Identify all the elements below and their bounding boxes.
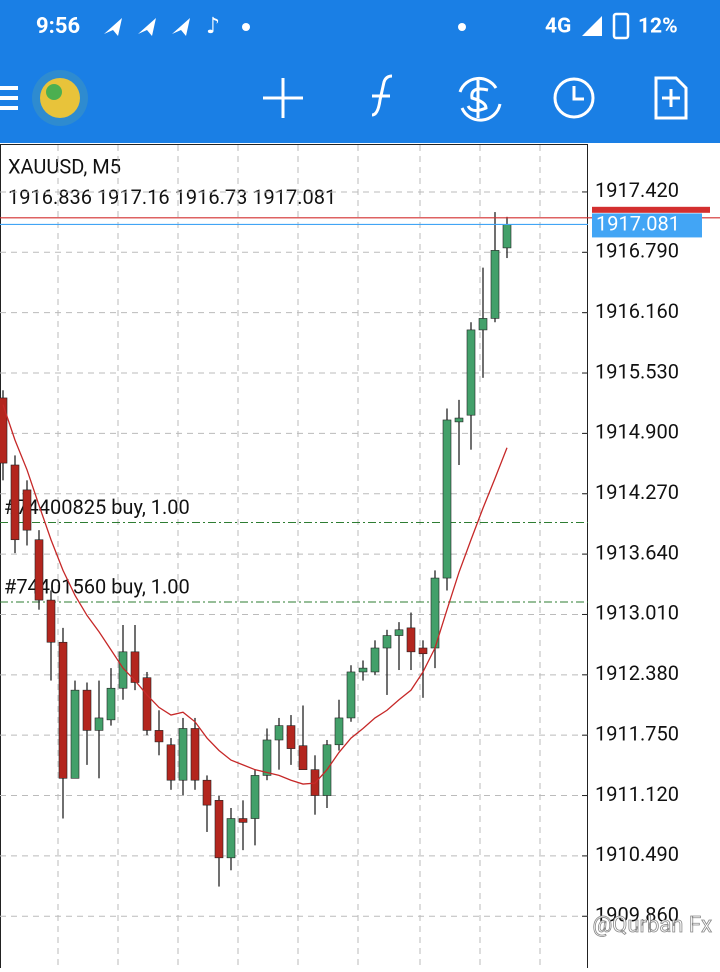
candle-body — [262, 739, 272, 776]
y-tick-label: 1912.380 — [595, 661, 679, 685]
candle-body — [502, 224, 512, 249]
y-tick-label: 1910.490 — [595, 842, 679, 866]
y-tick-label: 1911.120 — [595, 782, 679, 806]
network-type: 4G — [545, 15, 571, 39]
y-tick-label: 1916.160 — [595, 299, 679, 323]
y-tick-label: 1914.900 — [595, 420, 679, 444]
y-tick-label: 1913.010 — [595, 601, 679, 625]
candle-body — [298, 745, 308, 770]
candle-body — [442, 419, 452, 579]
trade-button[interactable] — [458, 76, 502, 122]
candle-body — [0, 397, 8, 464]
app-logo-leaf — [46, 84, 62, 100]
candle-body — [478, 318, 488, 331]
candle-body — [406, 627, 416, 653]
chart-frame — [0, 144, 588, 972]
order-label: #74401560 buy, 1.00 — [4, 574, 190, 598]
crosshair-button[interactable] — [263, 78, 303, 118]
y-tick-label: 1914.270 — [595, 480, 679, 504]
app-logo-inner — [40, 78, 80, 118]
candle-body — [358, 667, 368, 673]
candle-body — [214, 800, 224, 859]
candle-body — [34, 539, 44, 601]
candle-body — [10, 464, 20, 541]
y-tick-label: 1915.530 — [595, 359, 679, 383]
candle-body — [394, 629, 404, 636]
candle-body — [250, 775, 260, 819]
candle-body — [238, 818, 248, 823]
candle-body — [130, 651, 140, 683]
vertical-grid — [57, 145, 541, 968]
app-bar — [0, 0, 720, 143]
candle-body — [82, 689, 92, 731]
ohlc-close: 1917.081 — [252, 185, 336, 209]
moving-average — [2, 404, 508, 785]
notification-icons: ♪ — [104, 14, 466, 39]
y-tick-label: 1913.640 — [595, 540, 679, 564]
candle-body — [382, 635, 392, 649]
watermark: @Qurban Fx — [593, 913, 713, 938]
candle-body — [490, 250, 500, 319]
candle-body — [346, 671, 356, 719]
y-tick-label: 1916.790 — [595, 239, 679, 263]
ask-tag — [592, 206, 710, 213]
svg-text:♪: ♪ — [206, 14, 220, 39]
candle-body — [46, 599, 56, 643]
candle-body — [274, 725, 284, 741]
menu-button[interactable] — [0, 86, 18, 110]
toolbar — [0, 74, 688, 122]
candle-body — [202, 779, 212, 806]
candle-body — [106, 687, 116, 721]
battery-icon — [612, 12, 630, 40]
y-tick-label: 1917.420 — [595, 178, 679, 202]
candle-body — [142, 677, 152, 731]
candle-body — [370, 647, 380, 673]
candle-body — [94, 717, 104, 731]
clock: 9:56 — [36, 14, 80, 39]
candle-body — [178, 728, 188, 781]
ohlc-low: 1916.73 — [175, 185, 248, 209]
candle-body — [166, 744, 176, 781]
battery-level: 12% — [638, 15, 678, 39]
ohlc-high: 1917.16 — [97, 185, 170, 209]
symbol-title: XAUUSD, M5 — [8, 154, 121, 178]
candle-body — [154, 730, 164, 743]
candle-body — [226, 818, 236, 859]
y-tick-label: 1909.860 — [595, 903, 679, 927]
new-order-button[interactable] — [654, 76, 688, 120]
candle-body — [58, 641, 68, 779]
y-tick-label: 1911.750 — [595, 721, 679, 745]
bid-tag-label: 1917.081 — [596, 212, 680, 236]
ohlc-open: 1916.836 — [8, 185, 92, 209]
order-label: #74400825 buy, 1.00 — [4, 495, 190, 519]
candle-body — [454, 417, 464, 423]
candle-body — [286, 725, 296, 749]
indicators-button[interactable] — [371, 74, 393, 117]
history-button[interactable] — [553, 77, 595, 119]
candle-body — [466, 329, 476, 416]
bid-tag — [592, 213, 702, 238]
signal-icon — [582, 16, 602, 36]
ohlc-readout: 1916.836 1917.16 1916.73 1917.081 — [8, 185, 336, 209]
candle-body — [418, 647, 428, 655]
candle-body — [70, 689, 80, 779]
candle-body — [334, 717, 344, 746]
candle-body — [118, 651, 128, 689]
candle-body — [190, 728, 200, 781]
candle-body — [22, 489, 32, 531]
